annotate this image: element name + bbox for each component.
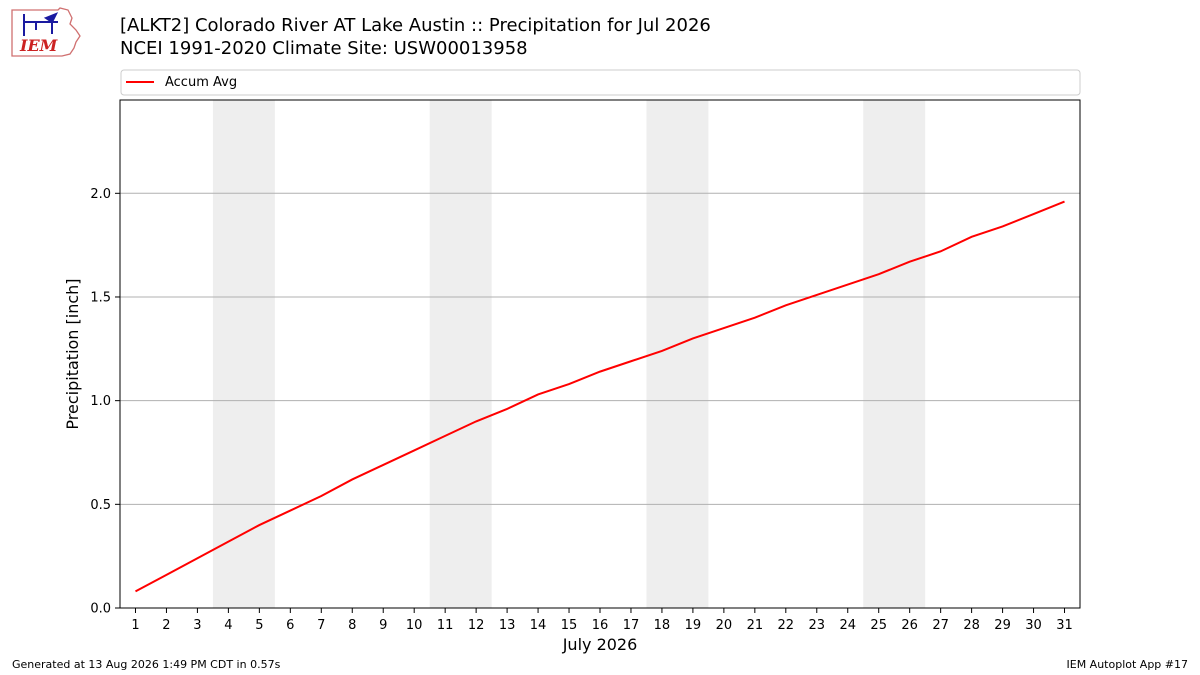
- x-tick-label: 31: [1056, 618, 1073, 633]
- x-tick-label: 6: [286, 618, 294, 633]
- x-tick-label: 12: [468, 618, 485, 633]
- weekend-band-1: [212, 100, 275, 608]
- chart-title: [ALKT2] Colorado River AT Lake Austin ::…: [120, 15, 711, 36]
- grid-lines: [120, 192, 1080, 505]
- x-tick-label: 2: [162, 618, 170, 633]
- weekend-band-4: [863, 100, 926, 608]
- x-tick-label: 16: [592, 618, 609, 633]
- app-credit: IEM Autoplot App #17: [1066, 658, 1189, 671]
- weekend-band-2: [429, 100, 492, 608]
- x-tick-label: 30: [1025, 618, 1042, 633]
- x-tick-label: 22: [778, 618, 795, 633]
- x-tick-label: 25: [870, 618, 887, 633]
- x-tick-label: 3: [193, 618, 201, 633]
- x-tick-label: 10: [406, 618, 423, 633]
- legend: Accum Avg: [120, 69, 1081, 96]
- x-tick-label: 13: [499, 618, 516, 633]
- accum-avg-line: [135, 200, 1065, 593]
- legend-label: Accum Avg: [165, 75, 237, 90]
- x-tick-label: 20: [716, 618, 733, 633]
- iem-logo: IEM: [11, 7, 81, 57]
- x-tick-label: 1: [131, 618, 139, 633]
- x-tick-label: 15: [561, 618, 578, 633]
- x-tick-label: 19: [685, 618, 702, 633]
- x-axis-label: July 2026: [562, 635, 638, 654]
- x-tick-label: 21: [747, 618, 764, 633]
- x-tick-label: 17: [623, 618, 640, 633]
- legend-box: [120, 69, 1081, 96]
- x-tick-label: 5: [255, 618, 263, 633]
- y-tick-label: 1.0: [90, 394, 111, 409]
- chart-subtitle: NCEI 1991-2020 Climate Site: USW00013958: [120, 38, 528, 59]
- x-tick-label: 4: [224, 618, 232, 633]
- x-tick-label: 26: [901, 618, 918, 633]
- y-tick-label: 0.5: [90, 498, 111, 513]
- x-tick-label: 28: [963, 618, 980, 633]
- x-tick-label: 7: [317, 618, 325, 633]
- x-tick-label: 14: [530, 618, 547, 633]
- y-tick-label: 0.0: [90, 602, 111, 617]
- x-tick-label: 8: [348, 618, 356, 633]
- weekend-bands: [212, 100, 926, 608]
- generated-timestamp: Generated at 13 Aug 2026 1:49 PM CDT in …: [12, 658, 281, 671]
- x-tick-label: 9: [379, 618, 387, 633]
- y-tick-label: 1.5: [90, 290, 111, 305]
- x-tick-label: 29: [994, 618, 1011, 633]
- y-axis-ticks: 0.0 0.5 1.0 1.5 2.0: [90, 187, 120, 617]
- y-tick-label: 2.0: [90, 187, 111, 202]
- x-tick-label: 23: [809, 618, 826, 633]
- weather-station-icon: [23, 12, 59, 36]
- x-tick-label: 18: [654, 618, 671, 633]
- x-tick-label: 27: [932, 618, 949, 633]
- logo-text: IEM: [19, 36, 59, 55]
- weekend-band-3: [646, 100, 709, 608]
- x-axis-ticks: 1 2 3 4 5 6 7 8 9 10 11 12 13 14 15 16 17 18 19 20 21 22 23 24 2…: [131, 608, 1073, 633]
- x-tick-label: 11: [437, 618, 454, 633]
- y-axis-label: Precipitation [inch]: [63, 278, 82, 429]
- x-tick-label: 24: [839, 618, 856, 633]
